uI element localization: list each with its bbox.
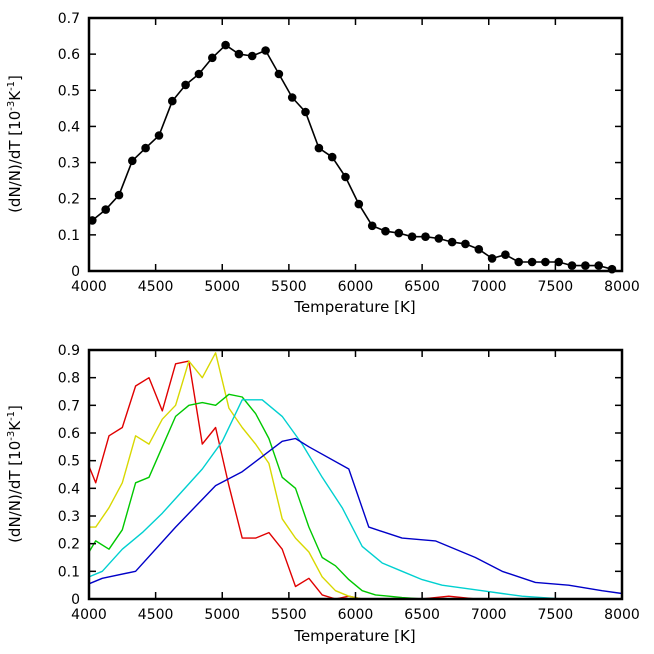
bottom-x-tick-label: 6000 xyxy=(338,607,374,623)
top-series-0-point xyxy=(394,228,404,238)
bottom-panel: 4000 4500 5000 5500 6000 6500 7000 7500 8000 0 0.… xyxy=(6,343,640,645)
top-series-0-point xyxy=(194,69,204,79)
top-x-ticks: 4000 4500 5000 5500 6000 6500 7000 7500 8000 xyxy=(71,18,640,295)
bottom-y-tick-label: 0.8 xyxy=(58,371,80,387)
top-y-tick-label: 0.2 xyxy=(58,192,80,208)
top-series-0-point xyxy=(168,96,177,106)
bottom-x-tick-label: 7000 xyxy=(471,607,507,623)
top-y-tick-label: 0.6 xyxy=(58,47,80,63)
bottom-series-4-line xyxy=(88,437,623,595)
top-y-axis-label: (dN/N)/dT [10-3K-1] xyxy=(6,75,24,213)
top-plot-series xyxy=(88,40,617,274)
bottom-y-axis-label: (dN/N)/dT [10-3K-1] xyxy=(6,405,24,543)
top-x-tick-label: 5000 xyxy=(204,279,240,295)
bottom-x-tick-label: 4000 xyxy=(71,607,107,623)
bottom-x-tick-label: 5500 xyxy=(271,607,307,623)
top-y-tick-label: 0.5 xyxy=(58,83,80,99)
top-series-0-point xyxy=(501,250,510,259)
top-series-0-point xyxy=(101,205,110,214)
top-series-0-point xyxy=(154,131,164,140)
top-series-0-point xyxy=(381,226,390,236)
bottom-y-tick-label: 0.6 xyxy=(58,426,80,442)
top-y-tick-label: 0.1 xyxy=(58,228,80,244)
top-series-0-point xyxy=(527,257,537,267)
top-x-tick-label: 6500 xyxy=(404,279,440,295)
bottom-x-tick-label: 8000 xyxy=(604,607,640,623)
top-series-0-point xyxy=(447,237,457,247)
bottom-y-tick-label: 0.3 xyxy=(58,509,80,525)
top-series-0-point xyxy=(554,257,563,267)
bottom-plot-series xyxy=(88,352,623,600)
top-panel: 4000 4500 5000 5500 6000 6500 7000 7500 8000 0 0.… xyxy=(6,11,640,316)
bottom-series-2-line xyxy=(88,393,489,600)
top-series-0-point xyxy=(461,239,470,249)
bottom-y-ticks: 0 0.1 0.2 0.3 0.4 0.5 0.6 0.7 0.8 0.9 xyxy=(58,343,622,608)
top-series-0-point xyxy=(221,40,230,50)
top-series-0-point xyxy=(301,107,310,117)
bottom-x-axis-label: Temperature [K] xyxy=(293,627,415,645)
top-series-0-line xyxy=(91,44,613,270)
bottom-x-tick-label: 6500 xyxy=(404,607,440,623)
top-series-0-point xyxy=(487,254,497,263)
top-series-0-point xyxy=(181,80,190,90)
top-series-0-point xyxy=(287,93,297,102)
bottom-y-tick-label: 0 xyxy=(71,592,80,608)
top-y-tick-label: 0 xyxy=(71,264,80,280)
top-series-0-point xyxy=(594,261,603,270)
top-x-tick-label: 5500 xyxy=(271,279,307,295)
top-series-0-point xyxy=(567,261,577,270)
bottom-series-3-line xyxy=(88,399,563,600)
top-series-0-point xyxy=(434,234,444,243)
bottom-x-tick-label: 7500 xyxy=(538,607,574,623)
top-x-tick-label: 6000 xyxy=(338,279,374,295)
top-x-tick-label: 4500 xyxy=(138,279,174,295)
top-series-0-point xyxy=(234,49,244,59)
top-series-0-point xyxy=(341,172,350,182)
top-series-0-point xyxy=(314,143,324,153)
top-series-0-point xyxy=(354,199,364,209)
top-y-ticks: 0 0.1 0.2 0.3 0.4 0.5 0.6 0.7 xyxy=(58,11,622,280)
top-x-tick-label: 7000 xyxy=(471,279,507,295)
top-x-tick-label: 4000 xyxy=(71,279,107,295)
top-series-0-point xyxy=(514,257,523,267)
top-series-0-point xyxy=(541,257,550,267)
top-series-0-point xyxy=(141,143,150,153)
bottom-y-tick-label: 0.7 xyxy=(58,398,80,414)
bottom-x-ticks: 4000 4500 5000 5500 6000 6500 7000 7500 8000 xyxy=(71,350,640,623)
top-x-tick-label: 8000 xyxy=(604,279,640,295)
bottom-y-tick-label: 0.9 xyxy=(58,343,80,359)
top-series-0-point xyxy=(208,53,217,63)
top-series-0-point xyxy=(327,152,337,162)
bottom-x-tick-label: 4500 xyxy=(138,607,174,623)
top-series-0-point xyxy=(247,51,257,61)
top-y-tick-label: 0.7 xyxy=(58,11,80,27)
top-series-0-point xyxy=(474,245,484,254)
top-x-axis-label: Temperature [K] xyxy=(293,298,415,316)
top-series-0-point xyxy=(274,69,284,79)
top-series-0-point xyxy=(407,232,417,241)
top-series-0-point xyxy=(261,46,270,55)
bottom-y-tick-label: 0.5 xyxy=(58,454,80,470)
bottom-y-tick-label: 0.4 xyxy=(58,481,80,497)
top-series-0-point xyxy=(421,232,430,241)
top-series-0-point xyxy=(367,221,377,231)
bottom-series-0-line xyxy=(88,360,489,600)
bottom-x-tick-label: 5000 xyxy=(204,607,240,623)
bottom-y-tick-label: 0.1 xyxy=(58,564,80,580)
top-x-tick-label: 7500 xyxy=(538,279,574,295)
top-y-tick-label: 0.3 xyxy=(58,156,80,172)
top-plot-frame xyxy=(87,16,624,273)
bottom-y-tick-label: 0.2 xyxy=(58,537,80,553)
top-series-0-point xyxy=(128,156,137,166)
top-series-0-point xyxy=(581,261,590,270)
top-y-tick-label: 0.4 xyxy=(58,119,80,135)
top-series-0-point xyxy=(114,190,124,200)
